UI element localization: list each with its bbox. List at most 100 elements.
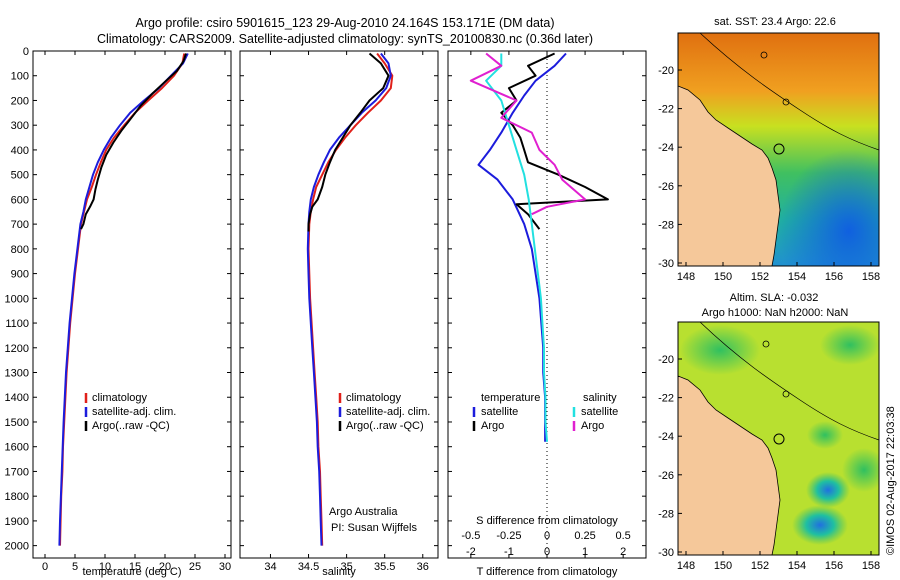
sst-map-axes: 148 150 152 154 156 158 -20 -22 -24 -26 -28 -30 xyxy=(658,65,880,283)
legend-label: climatology xyxy=(92,392,148,404)
map-y-tick-label: -28 xyxy=(658,219,674,231)
x-tick-label: 5 xyxy=(72,561,78,573)
map-y-tick-label: -30 xyxy=(658,258,674,270)
x-tick-label: 15 xyxy=(129,561,141,573)
figure-title-line1: Argo profile: csiro 5901615_123 29-Aug-2… xyxy=(135,16,554,30)
series-line-argo-raw-qc- xyxy=(307,52,390,232)
s-diff-tick-label: 0.25 xyxy=(574,530,595,542)
t-diff-tick-label: -1 xyxy=(504,546,514,558)
map-x-tick-label: 154 xyxy=(788,271,806,283)
sst-map: sat. SST: 23.4 Argo: 22.6 xyxy=(677,16,880,267)
s-diff-tick-label: -0.25 xyxy=(496,530,521,542)
s-diff-tick-label: 0.5 xyxy=(616,530,631,542)
imos-stamp: ©IMOS 02-Aug-2017 22:03:38 xyxy=(885,406,897,555)
legend-label: satellite xyxy=(481,406,518,418)
depth-tick-label: 0 xyxy=(23,46,29,58)
legend-label: satellite xyxy=(581,406,618,418)
s-diff-tick-label: -0.5 xyxy=(461,530,480,542)
x-tick-label: 30 xyxy=(219,561,231,573)
depth-tick-label: 1000 xyxy=(5,293,29,305)
depth-tick-label: 700 xyxy=(11,219,29,231)
x-tick-label: 25 xyxy=(189,561,201,573)
legend-label: satellite-adj. clim. xyxy=(346,406,430,418)
map-x-tick-label: 148 xyxy=(677,271,695,283)
legend-label: climatology xyxy=(346,392,402,404)
x-tick-label: 35.5 xyxy=(374,561,395,573)
legend-label: Argo xyxy=(481,420,504,432)
legend-label: Argo xyxy=(581,420,604,432)
map-x-tick-label: 158 xyxy=(862,271,880,283)
depth-tick-label: 2000 xyxy=(5,541,29,553)
x-tick-label: 0 xyxy=(42,561,48,573)
difference-panel: -2-1012-0.5-0.2500.250.5temperaturesalin… xyxy=(447,50,647,559)
depth-tick-label: 500 xyxy=(11,170,29,182)
map-y-tick-label: -20 xyxy=(658,354,674,366)
map-x-tick-label: 156 xyxy=(825,560,843,572)
t-diff-tick-label: 1 xyxy=(582,546,588,558)
depth-tick-label: 900 xyxy=(11,269,29,281)
map-y-tick-label: -26 xyxy=(658,470,674,482)
map-y-tick-label: -20 xyxy=(658,65,674,77)
x-tick-label: 35 xyxy=(340,561,352,573)
map-y-tick-label: -28 xyxy=(658,508,674,520)
legend-label: satellite-adj. clim. xyxy=(92,406,176,418)
x-tick-label: 10 xyxy=(99,561,111,573)
t-difference-axis-label: T difference from climatology xyxy=(477,566,618,578)
map-y-tick-label: -24 xyxy=(658,431,674,443)
salinity-panel: 34 34.5 35 35.5 36 climatology satellite-adj. … xyxy=(239,50,439,573)
credit-line2: PI: Susan Wijffels xyxy=(331,522,417,534)
figure-title-line2: Climatology: CARS2009. Satellite-adjuste… xyxy=(97,32,593,46)
map-x-tick-label: 148 xyxy=(677,560,695,572)
legend-title-salinity: salinity xyxy=(583,392,617,404)
map-x-tick-label: 152 xyxy=(751,271,769,283)
series-line-s-argo xyxy=(469,52,587,216)
series-line-t-argo xyxy=(500,52,609,230)
map-x-tick-label: 154 xyxy=(788,560,806,572)
x-tick-label: 36 xyxy=(417,561,429,573)
salinity-axis-label: salinity xyxy=(322,566,356,578)
depth-tick-label: 1800 xyxy=(5,491,29,503)
depth-tick-label: 400 xyxy=(11,145,29,157)
sla-map-title-line1: Altim. SLA: -0.032 xyxy=(730,292,819,304)
series-line-argo-raw-qc- xyxy=(80,53,187,230)
sla-map-axes: 148 150 152 154 156 158 -20 -22 -24 -26 -28 -30 xyxy=(658,354,880,572)
depth-tick-label: 1600 xyxy=(5,442,29,454)
series-line-s-satellite xyxy=(485,53,548,442)
map-x-tick-label: 152 xyxy=(751,560,769,572)
x-tick-label: 34.5 xyxy=(298,561,319,573)
map-x-tick-label: 156 xyxy=(825,271,843,283)
credit-line1: Argo Australia xyxy=(329,506,398,518)
map-x-tick-label: 150 xyxy=(714,560,732,572)
x-tick-label: 34 xyxy=(264,561,276,573)
legend-label: Argo(..raw -QC) xyxy=(92,420,170,432)
depth-tick-label: 1900 xyxy=(5,516,29,528)
depth-tick-label: 800 xyxy=(11,244,29,256)
series-line-satellite-adj-clim- xyxy=(58,53,189,546)
t-diff-tick-label: 2 xyxy=(620,546,626,558)
depth-tick-label: 200 xyxy=(11,95,29,107)
depth-tick-label: 1200 xyxy=(5,343,29,355)
sla-map-title-line2: Argo h1000: NaN h2000: NaN xyxy=(702,307,849,319)
sla-map: Altim. SLA: -0.032 Argo h1000: NaN h2000… xyxy=(677,292,880,556)
temperature-panel: 0100200300400500600700800900100011001200… xyxy=(5,46,232,573)
depth-tick-label: 600 xyxy=(11,194,29,206)
x-tick-label: 20 xyxy=(159,561,171,573)
s-difference-axis-label: S difference from climatology xyxy=(476,515,618,527)
depth-tick-label: 100 xyxy=(11,71,29,83)
depth-tick-label: 300 xyxy=(11,120,29,132)
sst-map-title: sat. SST: 23.4 Argo: 22.6 xyxy=(714,16,836,28)
depth-tick-label: 1100 xyxy=(5,318,29,330)
map-y-tick-label: -30 xyxy=(658,547,674,559)
map-x-tick-label: 150 xyxy=(714,271,732,283)
depth-tick-label: 1300 xyxy=(5,368,29,380)
map-x-tick-label: 158 xyxy=(862,560,880,572)
map-y-tick-label: -24 xyxy=(658,142,674,154)
depth-tick-label: 1400 xyxy=(5,392,29,404)
t-diff-tick-label: -2 xyxy=(466,546,476,558)
depth-tick-label: 1500 xyxy=(5,417,29,429)
map-y-tick-label: -26 xyxy=(658,181,674,193)
legend-label: Argo(..raw -QC) xyxy=(346,420,424,432)
map-y-tick-label: -22 xyxy=(658,393,674,405)
map-y-tick-label: -22 xyxy=(658,104,674,116)
